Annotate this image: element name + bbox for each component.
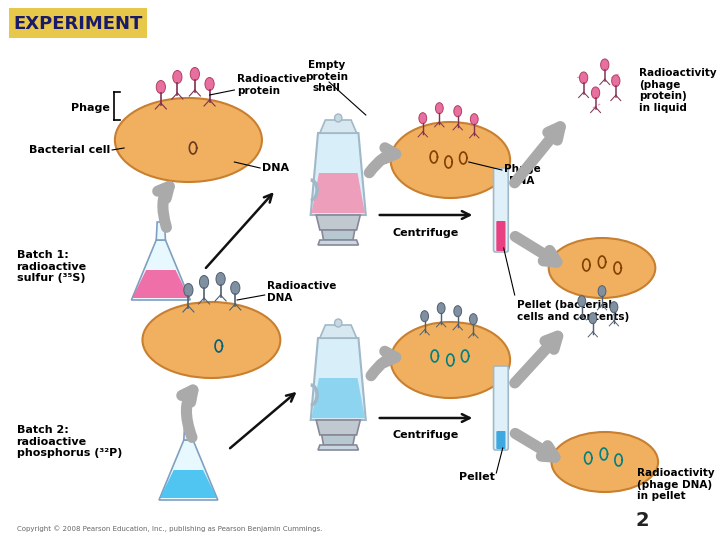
Polygon shape	[322, 435, 355, 445]
Polygon shape	[320, 325, 356, 338]
Ellipse shape	[205, 78, 214, 91]
Polygon shape	[132, 270, 189, 298]
Text: Centrifuge: Centrifuge	[392, 430, 459, 440]
Polygon shape	[316, 215, 360, 230]
Ellipse shape	[419, 113, 427, 124]
Polygon shape	[310, 338, 366, 420]
Polygon shape	[316, 420, 360, 435]
Polygon shape	[318, 240, 359, 245]
Circle shape	[335, 114, 342, 122]
Ellipse shape	[391, 122, 510, 198]
Text: Empty
protein
shell: Empty protein shell	[305, 60, 348, 93]
Text: Batch 1:
radioactive
sulfur (³⁵S): Batch 1: radioactive sulfur (³⁵S)	[17, 250, 86, 283]
Polygon shape	[312, 173, 365, 213]
Ellipse shape	[454, 306, 462, 317]
Ellipse shape	[420, 310, 428, 322]
Text: Radioactivity
(phage DNA)
in pellet: Radioactivity (phage DNA) in pellet	[637, 468, 714, 501]
Ellipse shape	[143, 302, 280, 378]
Ellipse shape	[578, 296, 585, 307]
Ellipse shape	[580, 72, 588, 84]
Text: Radioactive
DNA: Radioactive DNA	[266, 281, 336, 303]
Ellipse shape	[591, 87, 600, 99]
Polygon shape	[160, 470, 217, 498]
Ellipse shape	[391, 322, 510, 398]
FancyBboxPatch shape	[9, 8, 147, 38]
Text: 2: 2	[635, 511, 649, 530]
Ellipse shape	[610, 302, 618, 313]
Ellipse shape	[173, 71, 182, 84]
Ellipse shape	[600, 59, 609, 71]
Ellipse shape	[437, 303, 445, 314]
Text: EXPERIMENT: EXPERIMENT	[14, 15, 143, 33]
Ellipse shape	[230, 281, 240, 294]
Polygon shape	[312, 378, 365, 418]
FancyBboxPatch shape	[496, 431, 505, 449]
Text: Pellet: Pellet	[459, 472, 495, 482]
Text: Copyright © 2008 Pearson Education, Inc., publishing as Pearson Benjamin Cumming: Copyright © 2008 Pearson Education, Inc.…	[17, 525, 322, 532]
Polygon shape	[310, 133, 366, 215]
Polygon shape	[320, 120, 356, 133]
FancyBboxPatch shape	[496, 221, 505, 251]
Ellipse shape	[552, 432, 658, 492]
Ellipse shape	[612, 75, 620, 86]
Ellipse shape	[598, 286, 606, 296]
Polygon shape	[184, 422, 193, 440]
Text: Radioactivity
(phage
protein)
in liquid: Radioactivity (phage protein) in liquid	[639, 68, 716, 113]
Circle shape	[335, 319, 342, 327]
Text: Pellet (bacterial
cells and contents): Pellet (bacterial cells and contents)	[516, 300, 629, 322]
Polygon shape	[156, 222, 166, 240]
Ellipse shape	[199, 275, 209, 288]
Ellipse shape	[156, 80, 166, 93]
Text: Phage: Phage	[71, 103, 110, 113]
Ellipse shape	[216, 273, 225, 286]
Text: Bacterial cell: Bacterial cell	[29, 145, 110, 155]
FancyBboxPatch shape	[493, 168, 508, 252]
Text: Radioactive
protein: Radioactive protein	[237, 74, 307, 96]
Ellipse shape	[549, 238, 655, 298]
Polygon shape	[318, 445, 359, 450]
Polygon shape	[159, 440, 218, 500]
Text: Batch 2:
radioactive
phosphorus (³²P): Batch 2: radioactive phosphorus (³²P)	[17, 425, 122, 458]
Ellipse shape	[184, 284, 193, 296]
Ellipse shape	[470, 114, 478, 125]
Ellipse shape	[589, 313, 597, 323]
Text: Phage
DNA: Phage DNA	[504, 164, 541, 186]
Ellipse shape	[115, 98, 262, 182]
Ellipse shape	[436, 103, 444, 114]
Ellipse shape	[469, 314, 477, 325]
Text: Centrifuge: Centrifuge	[392, 228, 459, 238]
Polygon shape	[322, 230, 355, 240]
FancyBboxPatch shape	[493, 366, 508, 450]
Ellipse shape	[454, 106, 462, 117]
Ellipse shape	[190, 68, 199, 80]
Polygon shape	[132, 240, 190, 300]
Text: DNA: DNA	[262, 163, 289, 173]
